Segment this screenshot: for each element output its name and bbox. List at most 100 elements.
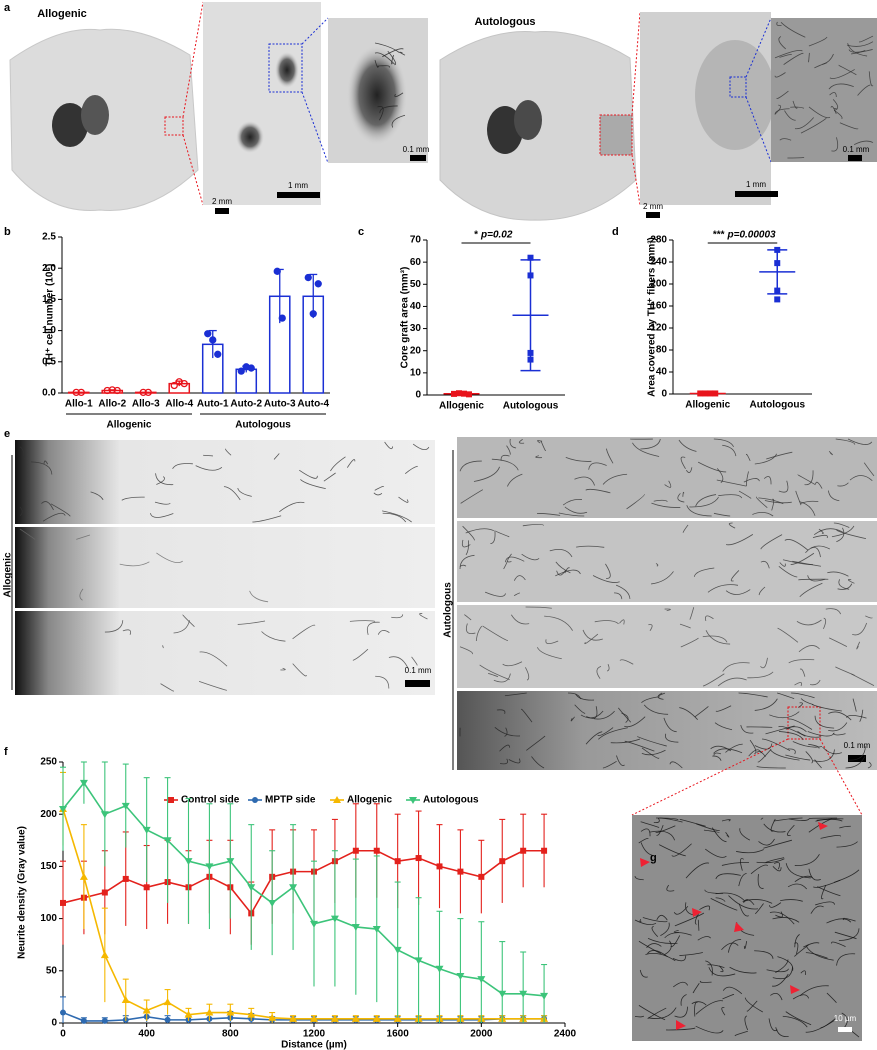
fiber <box>831 941 846 947</box>
fiber <box>651 925 659 937</box>
fiber <box>670 935 681 948</box>
fiber <box>621 712 629 723</box>
data-point <box>204 330 212 338</box>
graft-core <box>236 121 264 153</box>
zoom-line <box>182 1 204 118</box>
scale-bar <box>215 208 229 214</box>
data-point <box>527 349 534 356</box>
fiber <box>836 529 867 540</box>
fiber <box>807 731 835 737</box>
fiber <box>721 819 731 822</box>
fiber <box>641 749 666 756</box>
x-tick-label: Auto-3 <box>264 399 296 410</box>
data-point <box>702 390 709 397</box>
fiber <box>374 42 400 53</box>
fiber <box>859 35 874 43</box>
fiber <box>703 829 720 834</box>
fiber <box>459 646 473 655</box>
fiber <box>747 671 774 679</box>
fiber <box>749 739 757 755</box>
fiber <box>558 512 585 517</box>
fiber <box>775 911 783 918</box>
fiber <box>746 1000 758 1012</box>
fiber <box>679 818 706 827</box>
fiber <box>31 461 53 475</box>
fiber <box>734 1030 748 1037</box>
fiber <box>828 490 840 502</box>
fiber <box>725 589 751 595</box>
y-tick-label: 2.5 <box>42 232 56 243</box>
fiber <box>829 92 837 98</box>
fiber <box>195 465 223 471</box>
fiber <box>758 838 775 846</box>
group-label: Allogenic <box>106 420 151 431</box>
fiber <box>279 501 305 513</box>
fiber <box>772 973 789 987</box>
y-tick-label: 1.5 <box>42 294 56 305</box>
marker <box>351 923 360 931</box>
fiber <box>787 748 796 755</box>
fiber <box>820 835 842 839</box>
arrow <box>640 858 650 867</box>
fiber <box>807 575 826 582</box>
fiber <box>785 1011 812 1026</box>
fiber <box>602 760 617 769</box>
data-point <box>527 254 534 261</box>
fiber <box>729 966 757 974</box>
fiber <box>743 899 755 906</box>
data-point <box>304 273 312 282</box>
data-point <box>214 350 222 358</box>
fiber <box>787 883 808 890</box>
fiber <box>634 919 657 926</box>
data-point <box>72 388 80 397</box>
fiber <box>828 83 854 90</box>
x-tick-label: Auto-2 <box>230 399 262 410</box>
fiber <box>865 615 873 619</box>
marker <box>520 847 527 854</box>
fiber <box>859 709 864 722</box>
fiber <box>521 553 540 561</box>
fiber <box>722 986 743 995</box>
fiber <box>712 755 722 761</box>
y-tick-label: 100 <box>40 913 57 924</box>
fiber <box>808 36 828 47</box>
series-line <box>62 808 545 1020</box>
fiber <box>810 546 821 558</box>
fiber <box>502 661 523 667</box>
fiber <box>642 917 668 923</box>
fiber <box>792 994 810 1000</box>
fiber <box>150 513 174 518</box>
marker <box>499 858 506 865</box>
fiber <box>562 498 582 506</box>
fiber <box>715 897 726 902</box>
fiber <box>647 1007 667 1019</box>
fiber <box>765 857 785 863</box>
fiber <box>593 706 598 719</box>
y-tick-label: 0.5 <box>42 356 56 367</box>
fiber <box>800 698 814 706</box>
marker <box>540 992 549 1000</box>
fiber <box>707 584 739 593</box>
zoom-line <box>631 154 641 206</box>
data-point <box>77 388 85 397</box>
fiber <box>419 613 428 620</box>
fiber <box>792 100 798 109</box>
fiber <box>774 49 803 59</box>
fiber <box>722 662 750 672</box>
fiber <box>518 439 525 444</box>
data-point <box>273 267 281 275</box>
data-point <box>314 280 322 288</box>
fiber <box>795 490 802 506</box>
strip-image <box>457 691 877 770</box>
marker <box>330 915 339 923</box>
fiber <box>90 491 104 501</box>
fiber <box>738 873 747 887</box>
marker <box>373 847 380 854</box>
fiber <box>665 733 679 743</box>
fiber <box>198 681 227 691</box>
fiber <box>851 50 866 55</box>
fiber <box>199 651 228 667</box>
fiber <box>834 931 857 940</box>
